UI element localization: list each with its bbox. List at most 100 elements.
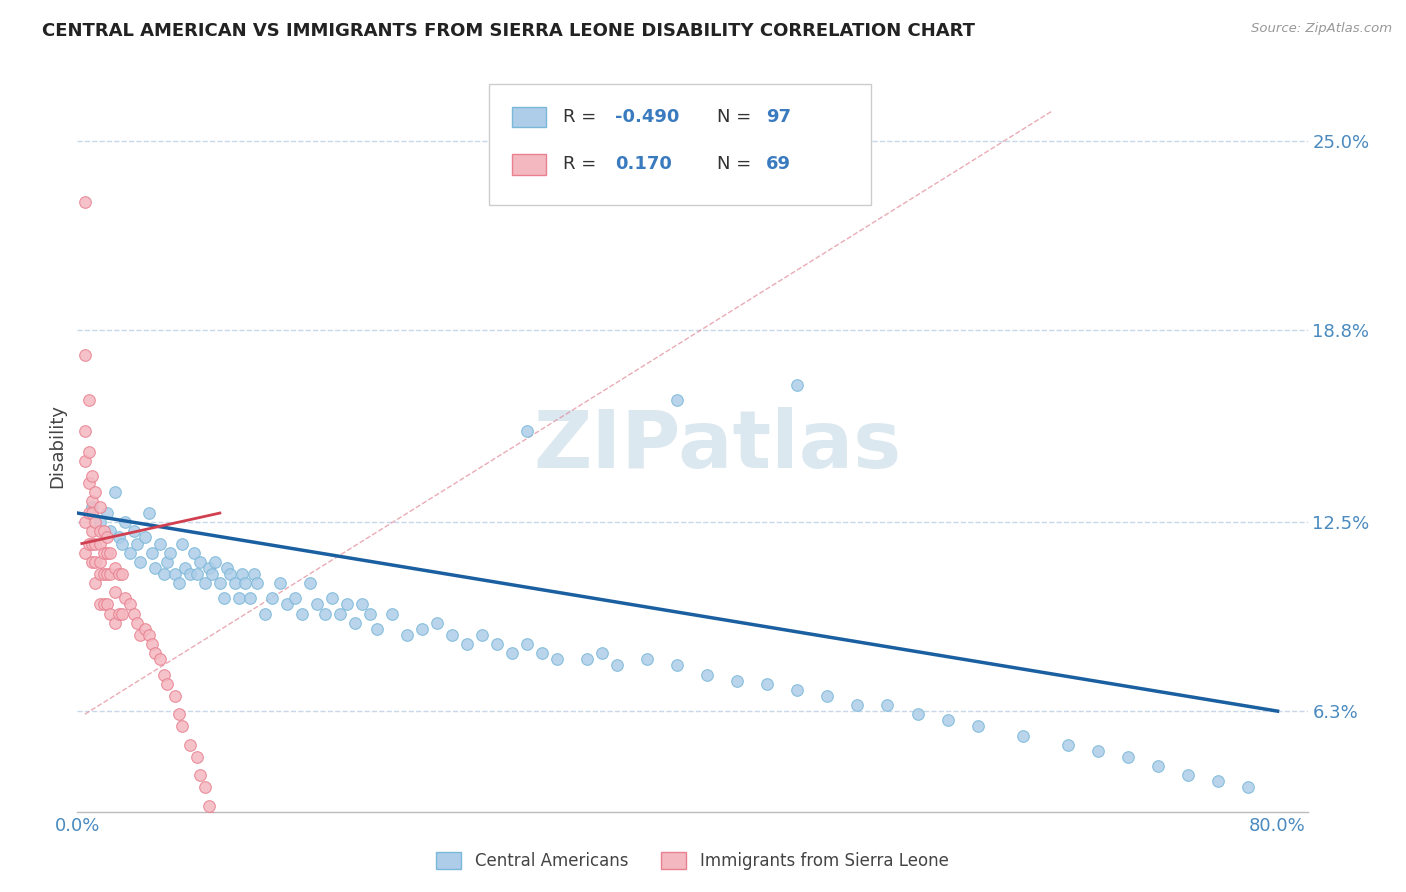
Point [269, 576, 291, 591]
Point [134, 622, 156, 636]
Point [89, 536, 111, 550]
Point [172, 536, 194, 550]
Point [756, 677, 779, 691]
Point [1011, 729, 1033, 743]
Point [198, 561, 221, 575]
Point [143, 646, 166, 660]
Point [194, 576, 217, 591]
Point [159, 546, 181, 560]
Point [82, 555, 104, 569]
Point [1116, 749, 1139, 764]
Point [411, 622, 433, 636]
Point [591, 646, 613, 660]
Text: Source: ZipAtlas.com: Source: ZipAtlas.com [1251, 22, 1392, 36]
Point [104, 561, 127, 575]
Point [486, 637, 509, 651]
Point [82, 494, 104, 508]
Point [138, 506, 160, 520]
Point [96, 546, 118, 560]
Point [907, 707, 929, 722]
Y-axis label: Disability: Disability [48, 404, 66, 488]
Point [966, 719, 988, 733]
Point [846, 698, 869, 712]
Point [98, 546, 121, 560]
Point [186, 567, 208, 582]
Point [156, 677, 179, 691]
Point [174, 561, 197, 575]
Point [352, 598, 374, 612]
Point [426, 615, 449, 630]
Point [243, 567, 266, 582]
Point [84, 536, 107, 550]
Text: R =: R = [564, 108, 602, 126]
Point [606, 658, 628, 673]
Point [89, 598, 111, 612]
Point [666, 393, 689, 408]
Point [1206, 774, 1229, 789]
Point [456, 637, 478, 651]
Point [314, 607, 336, 621]
Point [93, 546, 115, 560]
Point [1146, 759, 1168, 773]
Point [366, 622, 388, 636]
Point [93, 524, 115, 539]
Point [73, 195, 96, 210]
Point [188, 555, 212, 569]
Point [239, 591, 262, 606]
Bar [512, 107, 546, 127]
Point [111, 567, 134, 582]
Point [224, 576, 246, 591]
Point [89, 555, 111, 569]
Point [114, 591, 136, 606]
Point [666, 658, 689, 673]
Point [96, 530, 118, 544]
Point [104, 585, 127, 599]
Point [214, 591, 236, 606]
Point [79, 393, 101, 408]
Point [89, 524, 111, 539]
Point [262, 591, 284, 606]
Point [79, 506, 101, 520]
Text: -0.490: -0.490 [614, 108, 679, 126]
Point [118, 598, 141, 612]
Point [231, 567, 253, 582]
Point [291, 607, 314, 621]
Point [321, 591, 343, 606]
Point [82, 506, 104, 520]
Point [1177, 768, 1199, 782]
Point [127, 615, 149, 630]
Point [336, 598, 359, 612]
Point [141, 637, 163, 651]
Point [98, 567, 121, 582]
Point [381, 607, 404, 621]
Point [124, 607, 146, 621]
Point [108, 530, 131, 544]
Point [169, 576, 191, 591]
Point [396, 628, 419, 642]
Point [276, 598, 298, 612]
Point [114, 515, 136, 529]
Point [79, 536, 101, 550]
Point [104, 484, 127, 499]
Point [93, 598, 115, 612]
Point [208, 829, 231, 843]
Point [179, 567, 201, 582]
Point [516, 637, 538, 651]
Point [73, 546, 96, 560]
Point [546, 652, 568, 666]
Point [124, 524, 146, 539]
Text: ZIPatlas: ZIPatlas [533, 407, 901, 485]
Legend: Central Americans, Immigrants from Sierra Leone: Central Americans, Immigrants from Sierr… [430, 845, 955, 877]
Text: N =: N = [717, 155, 756, 173]
Point [111, 607, 134, 621]
Point [219, 567, 242, 582]
Point [307, 598, 329, 612]
Point [89, 515, 111, 529]
Point [104, 615, 127, 630]
Text: R =: R = [564, 155, 602, 173]
Point [73, 424, 96, 438]
Point [98, 524, 121, 539]
Point [149, 536, 172, 550]
Point [471, 628, 494, 642]
Point [141, 546, 163, 560]
